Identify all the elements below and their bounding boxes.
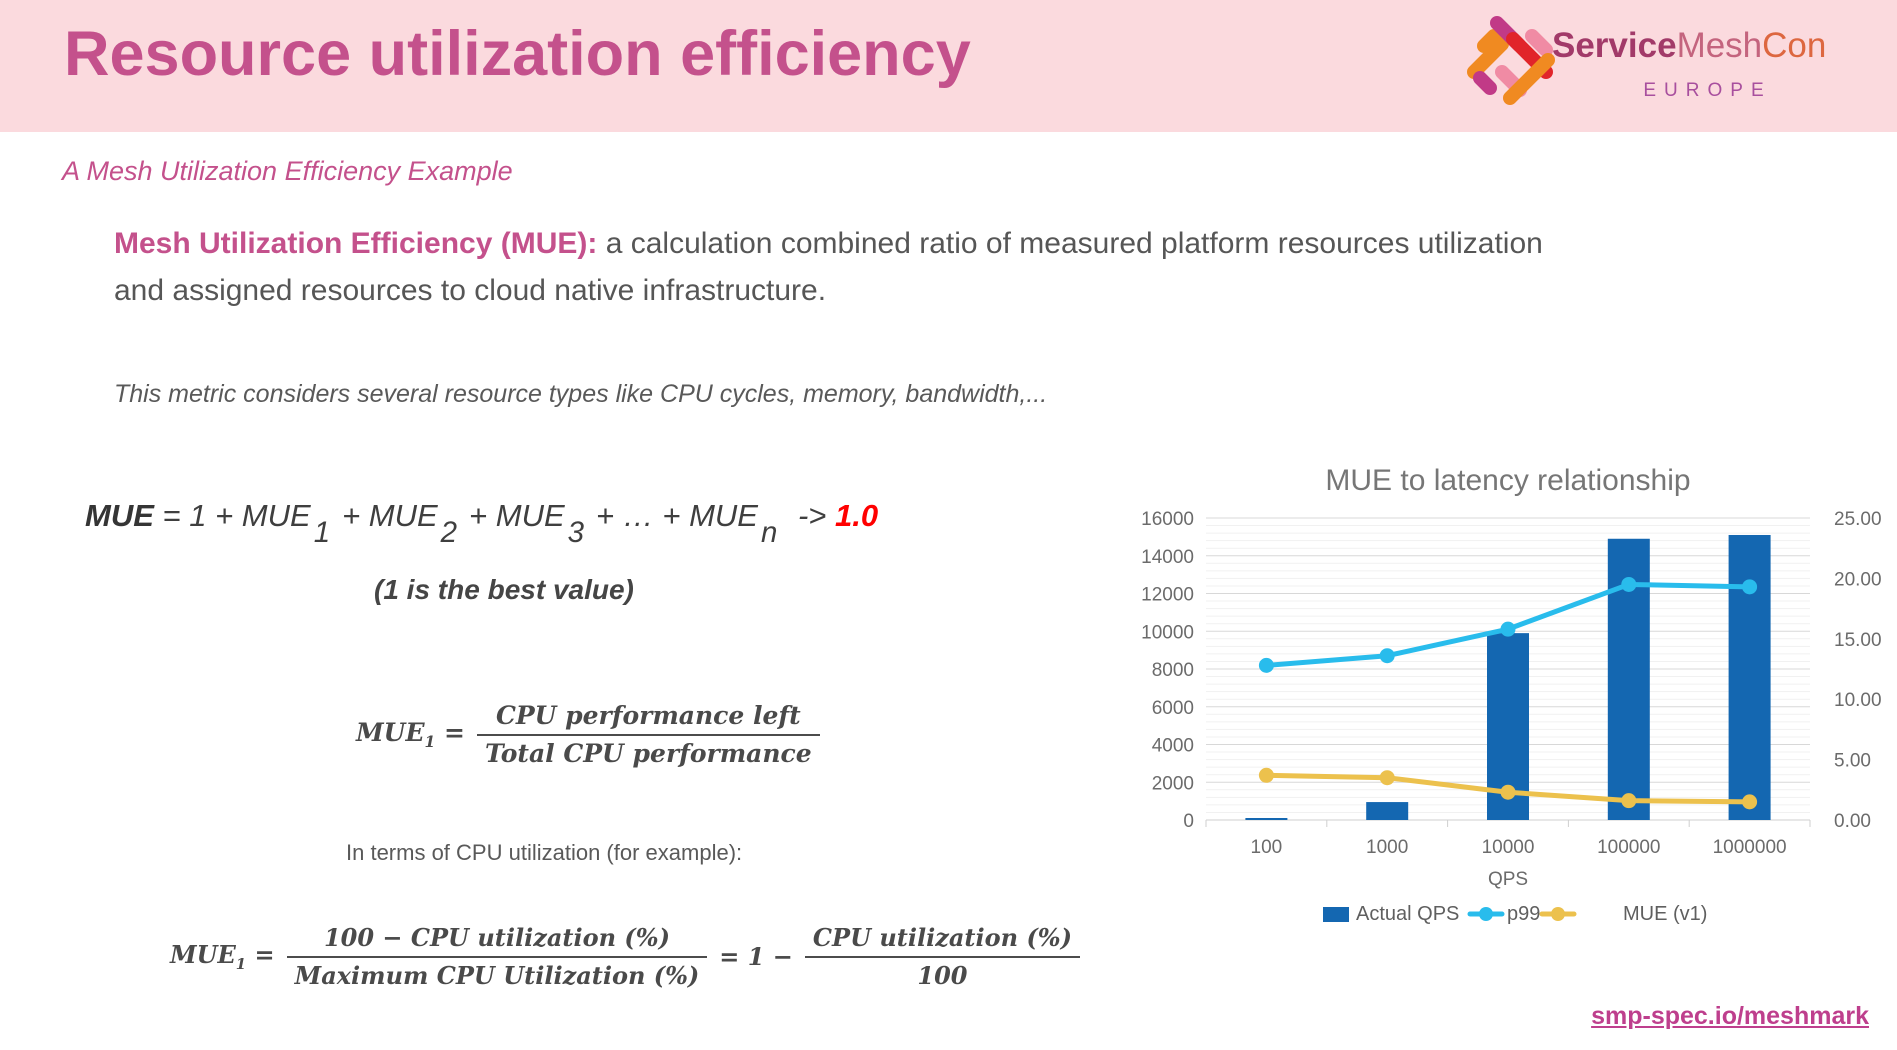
svg-text:15.00: 15.00 (1834, 630, 1882, 651)
brand-service: Service (1552, 26, 1677, 65)
formula-part: 1 (313, 516, 331, 550)
brand-con: Con (1762, 26, 1827, 65)
svg-text:10000: 10000 (1141, 622, 1194, 643)
fraction: CPU utilization (%) 100 (804, 922, 1080, 991)
intro-lead: Mesh Utilization Efficiency (MUE): (114, 227, 598, 260)
svg-text:Actual QPS: Actual QPS (1356, 903, 1459, 925)
mue1-cpu-formula: MUE1 = CPU performance left Total CPU pe… (356, 700, 820, 769)
formula-part: 1.0 (835, 498, 879, 533)
fraction-numerator: CPU performance left (477, 700, 820, 736)
formula-part: MUE (85, 498, 154, 533)
formula-part: 3 (567, 516, 585, 550)
footer-link[interactable]: smp-spec.io/meshmark (1591, 1002, 1869, 1030)
mue1-utilization-formula: MUE1 = 100 − CPU utilization (%) Maximum… (170, 922, 1080, 991)
svg-text:0.00: 0.00 (1834, 811, 1871, 832)
svg-text:12000: 12000 (1141, 585, 1194, 606)
best-value-note: (1 is the best value) (374, 574, 634, 605)
svg-text:8000: 8000 (1152, 660, 1194, 681)
svg-text:QPS: QPS (1488, 869, 1528, 890)
formula-lhs: MUE1 = (356, 717, 465, 752)
fraction-numerator: 100 − CPU utilization (%) (286, 922, 708, 958)
brand-mesh: Mesh (1676, 26, 1763, 65)
intro-paragraph: Mesh Utilization Efficiency (MUE): a cal… (114, 220, 1584, 314)
formula-lhs: MUE1 = (170, 940, 275, 973)
fraction: 100 − CPU utilization (%) Maximum CPU Ut… (286, 922, 708, 991)
svg-text:1000000: 1000000 (1713, 837, 1787, 858)
svg-text:2000: 2000 (1152, 773, 1194, 794)
formula-part: + MUE (469, 498, 565, 533)
svg-text:10000: 10000 (1482, 837, 1535, 858)
mue-sum-formula: MUE = 1 + MUE 1 + MUE 2 + MUE 3 + … + MUE n -> … (85, 498, 878, 550)
svg-text:14000: 14000 (1141, 547, 1194, 568)
svg-text:16000: 16000 (1141, 509, 1194, 530)
svg-text:10.00: 10.00 (1834, 690, 1882, 711)
note-text: This metric considers several resource t… (114, 380, 1048, 408)
svg-text:100: 100 (1251, 837, 1283, 858)
servicemeshcon-logo-icon (1467, 16, 1555, 105)
svg-text:5.00: 5.00 (1834, 751, 1871, 772)
svg-text:1000: 1000 (1366, 837, 1408, 858)
in-terms-label: In terms of CPU utilization (for example… (346, 840, 743, 865)
mue-latency-combo-chart: 0 2000 4000 6000 8000 10000 12000 14000 16000 0.0… (1118, 452, 1897, 1032)
formula-middle: = 1 − (719, 942, 793, 971)
brand-region: EUROPE (1643, 80, 1772, 101)
intro-body: a calculation combined ratio of measured… (114, 227, 1543, 307)
svg-text:MUE (v1): MUE (v1) (1623, 903, 1707, 925)
fraction-denominator: Total CPU performance (485, 739, 812, 768)
fraction-numerator: CPU utilization (%) (804, 922, 1080, 958)
formula-part: + MUE (342, 498, 438, 533)
fraction-denominator: Maximum CPU Utilization (%) (294, 961, 700, 990)
svg-text:0: 0 (1183, 811, 1194, 832)
page-title: Resource utilization efficiency (64, 19, 971, 89)
brand-text: ServiceMeshCon (1552, 26, 1826, 66)
fraction-denominator: 100 (917, 961, 968, 990)
formula-part: 2 (440, 516, 458, 550)
svg-text:6000: 6000 (1152, 698, 1194, 719)
fraction: CPU performance left Total CPU performan… (477, 700, 820, 769)
svg-text:100000: 100000 (1597, 837, 1660, 858)
chart-svg: 0 2000 4000 6000 8000 10000 12000 14000 16000 0.0… (1141, 464, 1882, 925)
formula-part: n (760, 516, 778, 550)
svg-text:20.00: 20.00 (1834, 569, 1882, 590)
formula-part: + … + MUE (596, 498, 758, 533)
header-band (0, 0, 1897, 132)
svg-text:4000: 4000 (1152, 736, 1194, 757)
svg-text:p99: p99 (1507, 903, 1540, 925)
formula-part: = 1 + MUE (153, 498, 311, 533)
svg-text:MUE to latency relationship: MUE to latency relationship (1325, 464, 1690, 497)
svg-text:25.00: 25.00 (1834, 509, 1882, 530)
formula-part: -> (789, 498, 835, 533)
slide-subtitle: A Mesh Utilization Efficiency Example (62, 156, 513, 186)
